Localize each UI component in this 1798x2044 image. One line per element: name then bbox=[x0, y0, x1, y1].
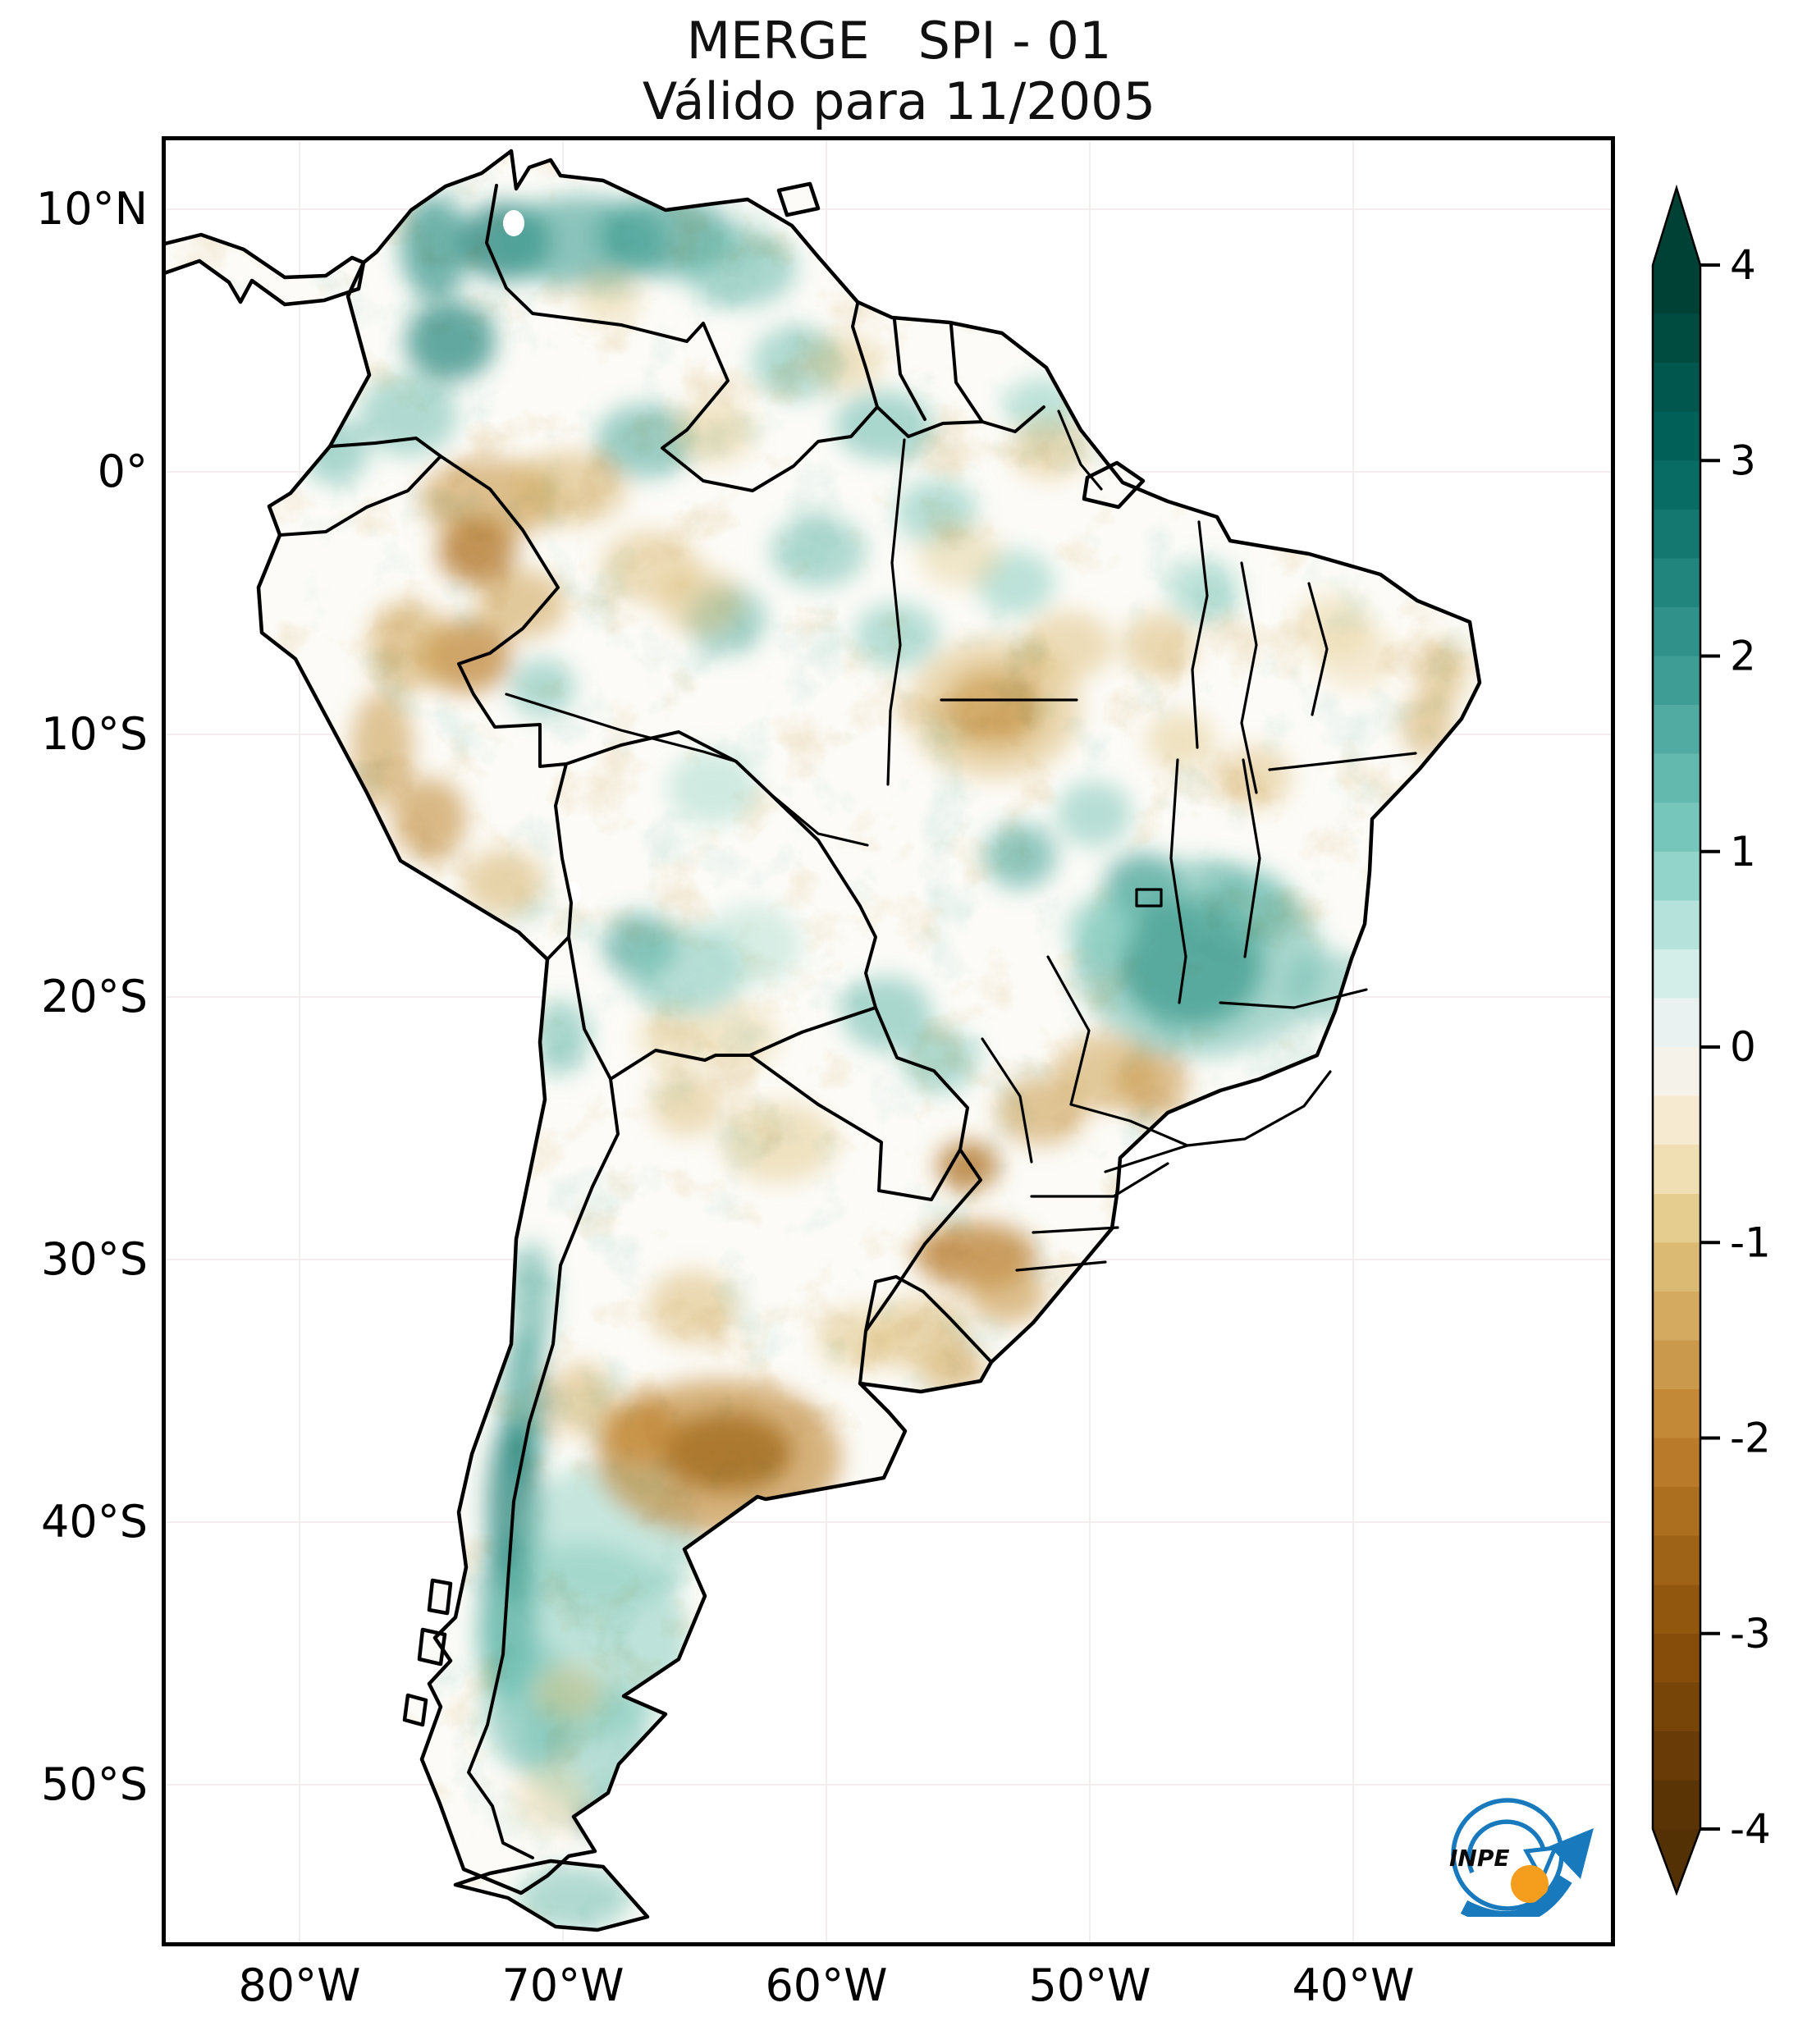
x-tick-label: 70°W bbox=[501, 1959, 624, 2011]
logo-arrowhead bbox=[1549, 1828, 1594, 1879]
y-tick-label: 0° bbox=[97, 446, 148, 497]
x-tick-label: 60°W bbox=[765, 1959, 888, 2011]
colorbar-tick-label: -3 bbox=[1730, 1610, 1771, 1658]
colorbar-tick-label: 4 bbox=[1730, 241, 1756, 289]
tierra-del-fuego bbox=[453, 1859, 650, 1932]
y-tick-label: 40°S bbox=[41, 1496, 148, 1548]
spi-colorbar: 4 3 2 1 0 -1 -2 -3 -4 bbox=[1651, 184, 1771, 1896]
south-america-map bbox=[162, 136, 1615, 1946]
logo-text: INPE bbox=[1449, 1845, 1510, 1872]
country-borders bbox=[278, 184, 1045, 1859]
colorbar-tick-label: 3 bbox=[1730, 437, 1756, 484]
map-frame bbox=[162, 136, 1615, 1946]
colorbar-tick-label: -2 bbox=[1730, 1415, 1771, 1462]
y-tick-label: 20°S bbox=[41, 971, 148, 1022]
x-tick-label: 50°W bbox=[1028, 1959, 1151, 2011]
y-tick-label: 10°N bbox=[35, 183, 148, 235]
logo-swoosh-arrow bbox=[1460, 1875, 1572, 1917]
state-borders bbox=[505, 409, 1417, 1272]
panama-isthmus bbox=[162, 232, 366, 307]
y-tick-label: 10°S bbox=[41, 708, 148, 760]
colorbar-tick-label: 0 bbox=[1730, 1023, 1756, 1071]
y-tick-label: 50°S bbox=[41, 1758, 148, 1810]
mainland-coast bbox=[256, 149, 1482, 1895]
colorbar-tick-label: 2 bbox=[1730, 633, 1756, 680]
colorbar-ticks: 4 3 2 1 0 -1 -2 -3 -4 bbox=[1700, 241, 1771, 1853]
colorbar-tick-label: -4 bbox=[1730, 1805, 1771, 1853]
page-title: MERGE SPI - 01 bbox=[686, 11, 1112, 71]
marajo-island bbox=[1082, 460, 1146, 510]
colorbar-tick-label: 1 bbox=[1730, 828, 1756, 876]
logo-orange-circle bbox=[1511, 1865, 1549, 1903]
y-tick-label: 30°S bbox=[41, 1233, 148, 1285]
inpe-logo: INPE bbox=[1449, 1798, 1594, 1917]
logo-down-arrow bbox=[1522, 1845, 1558, 1884]
coastline bbox=[162, 149, 1482, 1946]
colorbar-gradient-bar bbox=[1651, 184, 1702, 1896]
spi-anomaly-blob bbox=[772, 1822, 838, 1854]
x-tick-label: 40°W bbox=[1292, 1959, 1415, 2011]
logo-inner-arc bbox=[1466, 1819, 1547, 1874]
x-tick-label: 80°W bbox=[238, 1959, 361, 2011]
lake-maracaibo bbox=[503, 210, 524, 236]
trinidad-island bbox=[776, 181, 821, 217]
chiloe-islands bbox=[402, 1578, 453, 1727]
colorbar-tick-label: -1 bbox=[1730, 1219, 1771, 1266]
page-subtitle: Válido para 11/2005 bbox=[642, 71, 1156, 131]
